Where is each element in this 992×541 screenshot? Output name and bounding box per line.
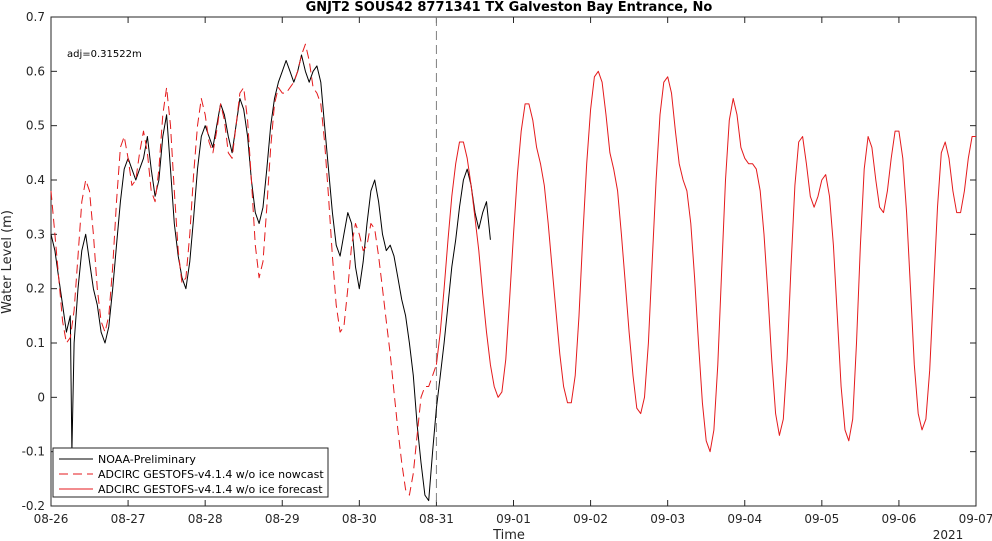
- year-label: 2021: [933, 528, 964, 541]
- legend-label: ADCIRC GESTOFS-v4.1.4 w/o ice nowcast: [98, 468, 324, 481]
- legend: NOAA-Preliminary ADCIRC GESTOFS-v4.1.4 w/…: [52, 447, 329, 498]
- x-tick-label: 08-31: [419, 512, 454, 526]
- x-tick-label: 08-30: [342, 512, 377, 526]
- x-axis-title: Time: [492, 528, 525, 541]
- x-tick-label: 09-04: [727, 512, 762, 526]
- x-tick-label: 09-02: [573, 512, 608, 526]
- x-tick-label: 09-03: [650, 512, 685, 526]
- y-tick-label: -0.1: [22, 445, 45, 459]
- y-tick-label: 0.7: [26, 10, 45, 24]
- x-tick-label: 09-07: [959, 512, 992, 526]
- legend-label: ADCIRC GESTOFS-v4.1.4 w/o ice forecast: [98, 483, 323, 496]
- series-line-0: [50, 54, 491, 502]
- x-tick-label: 08-27: [111, 512, 146, 526]
- plot-area: [50, 16, 977, 507]
- x-tick-label: 08-28: [188, 512, 223, 526]
- legend-label: NOAA-Preliminary: [98, 453, 196, 466]
- x-tick-label: 09-06: [881, 512, 916, 526]
- axis-ticks: [50, 16, 977, 507]
- y-tick-label: 0.6: [26, 64, 45, 78]
- x-tick-label: 08-26: [34, 512, 69, 526]
- y-tick-label: 0.3: [26, 227, 45, 241]
- adjustment-annotation: adj=0.31522m: [67, 49, 142, 60]
- x-tick-label: 09-05: [804, 512, 839, 526]
- chart-title: GNJT2 SOUS42 8771341 TX Galveston Bay En…: [306, 0, 713, 15]
- y-tick-label: 0: [37, 390, 45, 404]
- legend-box: [52, 447, 329, 498]
- data-series: [50, 43, 976, 502]
- y-tick-label: 0.4: [26, 173, 45, 187]
- y-tick-label: 0.2: [26, 282, 45, 296]
- series-line-2: [435, 70, 976, 453]
- y-tick-label: 0.5: [26, 119, 45, 133]
- y-axis-title: Water Level (m): [0, 210, 15, 314]
- x-tick-label: 08-29: [265, 512, 300, 526]
- x-tick-label: 09-01: [496, 512, 531, 526]
- tick-labels: 08-26 08-27 08-28 08-29 08-30 08-31 09-01 09-02…: [22, 10, 992, 526]
- y-tick-label: 0.1: [26, 336, 45, 350]
- y-tick-label: -0.2: [22, 499, 45, 513]
- series-line-1: [50, 43, 437, 496]
